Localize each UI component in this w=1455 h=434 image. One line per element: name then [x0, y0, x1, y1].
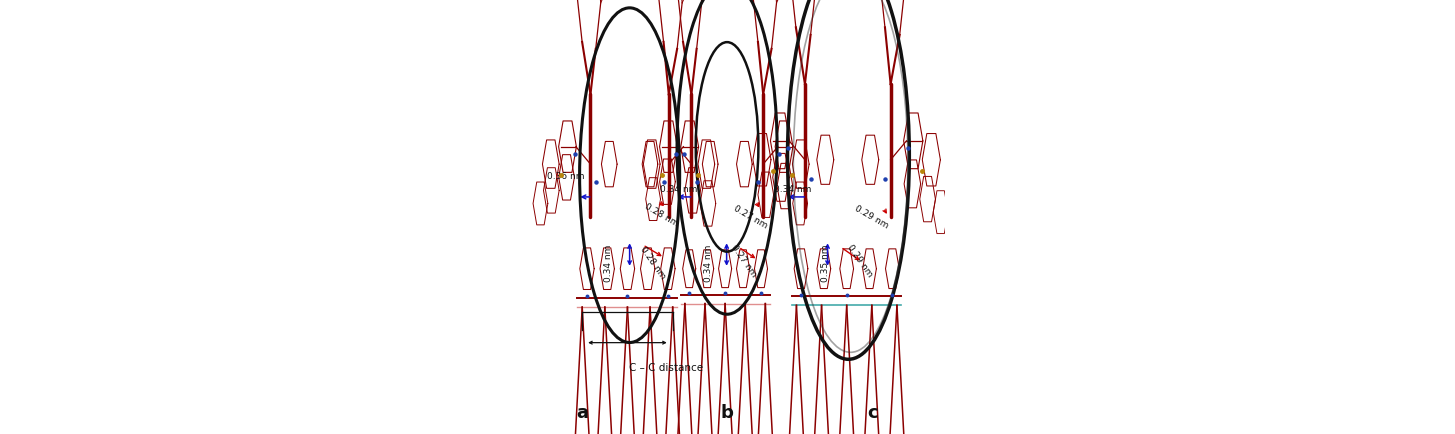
Text: c: c — [867, 403, 877, 421]
Text: 0.34 nm: 0.34 nm — [704, 244, 713, 281]
Text: C – C distance: C – C distance — [629, 362, 703, 372]
Text: a: a — [576, 403, 588, 421]
Text: 0.34 nm: 0.34 nm — [604, 244, 613, 281]
Text: 0.29 nm: 0.29 nm — [845, 243, 874, 278]
Text: 0.28 nm: 0.28 nm — [639, 245, 668, 280]
Text: 0.34 nm: 0.34 nm — [774, 184, 812, 193]
Text: 0.27 nm: 0.27 nm — [732, 204, 768, 230]
Text: 0.29 nm: 0.29 nm — [853, 204, 889, 230]
Text: 0.28 nm: 0.28 nm — [643, 202, 679, 228]
Text: 0.36 nm: 0.36 nm — [547, 171, 585, 180]
Text: 0.34 nm: 0.34 nm — [661, 184, 697, 193]
Text: b: b — [720, 403, 733, 421]
Text: 0.35 nm: 0.35 nm — [821, 244, 829, 281]
Text: 0.27 nm: 0.27 nm — [729, 243, 758, 278]
